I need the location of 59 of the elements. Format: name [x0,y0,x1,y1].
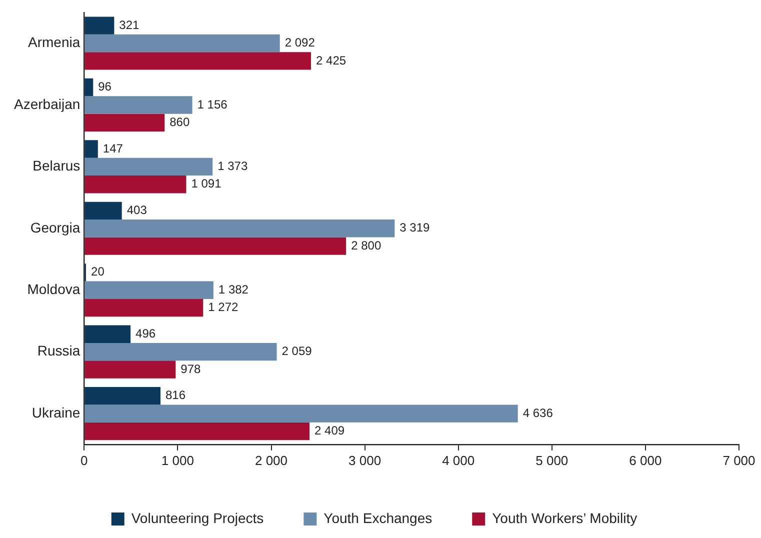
x-tick-label: 0 [80,452,88,468]
data-label: 1 373 [218,159,248,173]
bar [84,237,346,255]
x-tick-label: 2 000 [254,452,288,468]
data-label: 1 091 [191,176,222,191]
y-tick-label: Belarus [32,158,80,174]
bar [84,158,213,176]
bar [84,404,518,422]
legend-label: Volunteering Projects [131,510,264,526]
data-label: 147 [102,141,124,156]
y-tick-label: Armenia [28,34,80,50]
data-label: 816 [165,388,186,402]
data-label: 321 [119,18,140,32]
legend-label: Youth Workers’ Mobility [492,510,638,526]
bar [84,360,176,378]
data-label: 2 800 [351,238,382,252]
bar [84,34,280,52]
y-tick-label: Russia [37,342,80,359]
data-label: 2 092 [284,36,316,50]
x-tick-label: 6 000 [629,452,662,468]
bar [84,422,310,440]
bar [84,281,214,299]
data-label: 96 [98,80,112,94]
x-tick-label: 3 000 [348,452,382,468]
data-label: 1 156 [197,97,228,112]
data-label: 1 272 [208,300,238,314]
x-tick-label: 1 000 [161,452,194,468]
y-tick-label: Moldova [27,280,80,297]
bar [84,298,204,317]
data-label: 3 319 [400,220,430,235]
data-label: 2 409 [314,424,345,438]
x-tick-label: 4 000 [442,452,475,468]
legend-label: Youth Exchanges [324,510,432,526]
bar [84,202,122,220]
bar [84,176,186,194]
data-label: 20 [91,264,105,279]
data-label: 4 636 [522,406,554,420]
data-label: 2 059 [282,344,312,358]
x-tick-label: 5 000 [536,452,568,468]
data-label: 2 425 [316,53,346,68]
y-tick-label: Georgia [30,219,80,236]
bar [84,342,277,361]
data-label: 978 [180,362,201,376]
data-label: 860 [170,114,190,129]
bar [84,387,160,405]
bar [84,16,114,34]
data-label: 496 [136,326,156,340]
data-label: 1 382 [218,282,249,296]
bar [84,325,131,343]
data-label: 403 [126,203,148,218]
bar [84,78,94,96]
bar [84,140,98,158]
bar [84,52,312,70]
x-tick-label: 7 000 [722,452,756,468]
bar [84,114,165,132]
bar [84,96,192,114]
bar [84,220,395,238]
y-tick-label: Ukraine [32,404,80,420]
y-tick-label: Azerbaijan [14,96,80,112]
